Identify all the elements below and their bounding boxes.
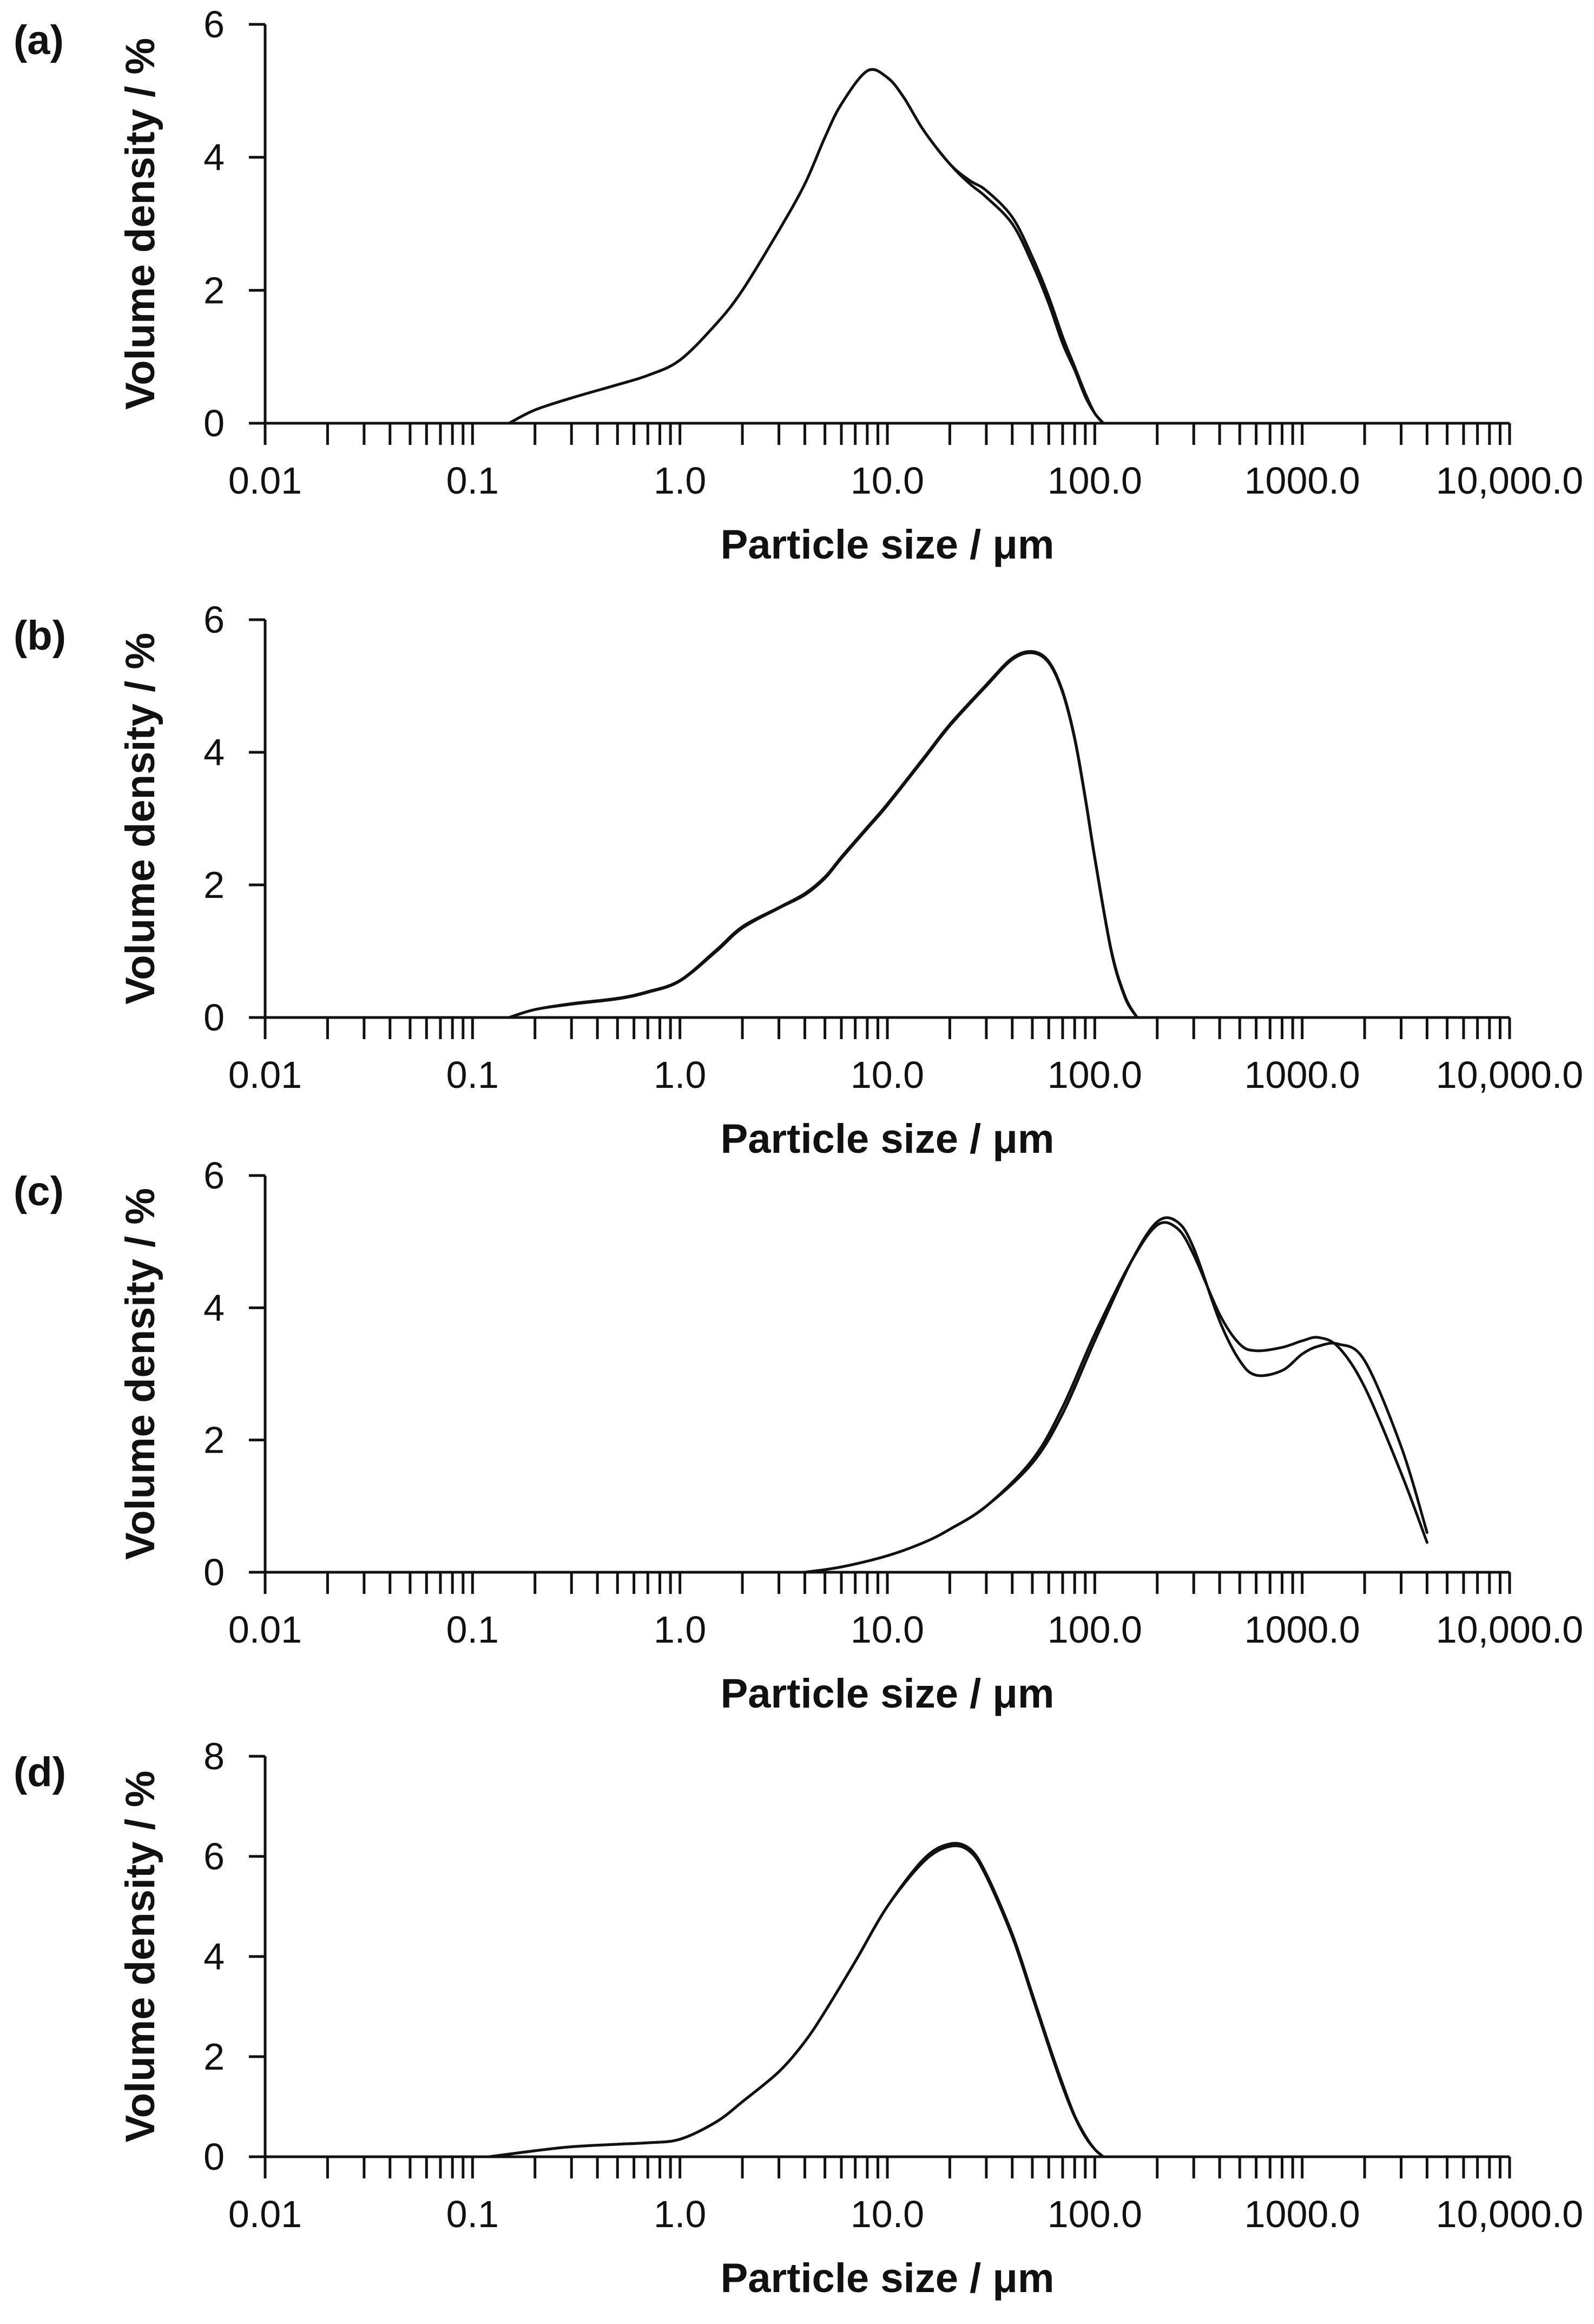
series-line-2 bbox=[488, 1842, 1105, 2158]
x-axis-title: Particle size / μm bbox=[721, 1671, 1055, 1717]
chart-panel-a: (a) 0 2 4 6 0.01 0.1 1.0 10.0 100.0 1000.0 10,000.0… bbox=[14, 3, 1583, 568]
y-axis-title: Volume density / % bbox=[117, 1771, 163, 2143]
series-line-1 bbox=[508, 651, 1139, 1019]
x-tick-label: 10,000.0 bbox=[1436, 2193, 1583, 2235]
y-tick-label: 2 bbox=[203, 1419, 225, 1461]
x-tick-label: 0.01 bbox=[228, 1054, 302, 1096]
x-tick-label: 1.0 bbox=[654, 1609, 706, 1651]
y-tick-label: 4 bbox=[203, 1286, 225, 1329]
x-tick-label: 100.0 bbox=[1048, 2193, 1142, 2235]
x-tick-label: 1.0 bbox=[654, 1054, 706, 1096]
chart-panel-b: (b) 0 2 4 6 0.01 0.1 1.0 10.0 100.0 1000.0 10,000.0… bbox=[14, 599, 1583, 1162]
series-line-1 bbox=[488, 1844, 1105, 2158]
x-tick-label: 10.0 bbox=[851, 459, 924, 502]
panel-label: (a) bbox=[14, 17, 64, 63]
x-tick-label: 0.01 bbox=[228, 2193, 302, 2235]
y-tick-label: 2 bbox=[203, 864, 225, 906]
x-tick-label: 0.01 bbox=[228, 1609, 302, 1651]
y-tick-label: 8 bbox=[203, 1735, 225, 1777]
x-tick-label: 10.0 bbox=[851, 1054, 924, 1096]
x-tick-label: 10,000.0 bbox=[1436, 1054, 1583, 1096]
y-tick-label: 6 bbox=[203, 599, 225, 641]
x-tick-label: 1000.0 bbox=[1244, 1609, 1360, 1651]
y-tick-label: 0 bbox=[203, 996, 225, 1039]
y-tick-label: 6 bbox=[203, 3, 225, 45]
x-tick-label: 100.0 bbox=[1048, 459, 1142, 502]
x-tick-label: 10.0 bbox=[851, 2193, 924, 2235]
x-tick-label: 100.0 bbox=[1048, 1054, 1142, 1096]
x-tick-label: 1000.0 bbox=[1244, 1054, 1360, 1096]
y-tick-label: 0 bbox=[203, 2136, 225, 2178]
y-tick-label: 4 bbox=[203, 1935, 225, 1978]
y-tick-label: 0 bbox=[203, 402, 225, 444]
series-line-1 bbox=[508, 68, 1105, 425]
y-tick-label: 2 bbox=[203, 2036, 225, 2078]
series-line-2 bbox=[508, 68, 1105, 425]
x-tick-label: 0.1 bbox=[446, 1609, 499, 1651]
panel-label: (d) bbox=[14, 1749, 66, 1795]
x-axis-title: Particle size / μm bbox=[721, 1116, 1055, 1162]
y-tick-label: 4 bbox=[203, 731, 225, 773]
x-tick-label: 1.0 bbox=[654, 2193, 706, 2235]
y-tick-label: 4 bbox=[203, 136, 225, 179]
x-axis-title: Particle size / μm bbox=[721, 522, 1055, 568]
y-axis-title: Volume density / % bbox=[117, 38, 163, 410]
x-tick-label: 0.1 bbox=[446, 2193, 499, 2235]
x-tick-label: 1000.0 bbox=[1244, 459, 1360, 502]
x-tick-label: 10,000.0 bbox=[1436, 459, 1583, 502]
x-tick-label: 0.1 bbox=[446, 1054, 499, 1096]
y-axis-title: Volume density / % bbox=[117, 633, 163, 1005]
x-tick-label: 1000.0 bbox=[1244, 2193, 1360, 2235]
panel-label: (c) bbox=[14, 1168, 64, 1214]
series-line-1 bbox=[803, 1221, 1428, 1574]
panel-label: (b) bbox=[14, 613, 66, 659]
chart-panel-d: (d) 0 2 4 6 8 0.01 0.1 1.0 10.0 100.0 1000.0 10,000.… bbox=[14, 1735, 1583, 2301]
y-axis-title: Volume density / % bbox=[117, 1188, 163, 1560]
chart-panel-c: (c) 0 2 4 6 0.01 0.1 1.0 10.0 100.0 1000.0 10,000.0… bbox=[14, 1154, 1583, 1717]
y-tick-label: 6 bbox=[203, 1835, 225, 1877]
x-tick-label: 100.0 bbox=[1048, 1609, 1142, 1651]
series-line-2 bbox=[508, 650, 1139, 1019]
y-tick-label: 2 bbox=[203, 269, 225, 311]
x-tick-label: 10.0 bbox=[851, 1609, 924, 1651]
x-tick-label: 1.0 bbox=[654, 459, 706, 502]
x-tick-label: 0.01 bbox=[228, 459, 302, 502]
x-tick-label: 0.1 bbox=[446, 459, 499, 502]
x-axis-title: Particle size / μm bbox=[721, 2255, 1055, 2301]
series-line-2 bbox=[803, 1216, 1428, 1574]
y-tick-label: 6 bbox=[203, 1154, 225, 1197]
y-tick-label: 0 bbox=[203, 1551, 225, 1593]
x-tick-label: 10,000.0 bbox=[1436, 1609, 1583, 1651]
